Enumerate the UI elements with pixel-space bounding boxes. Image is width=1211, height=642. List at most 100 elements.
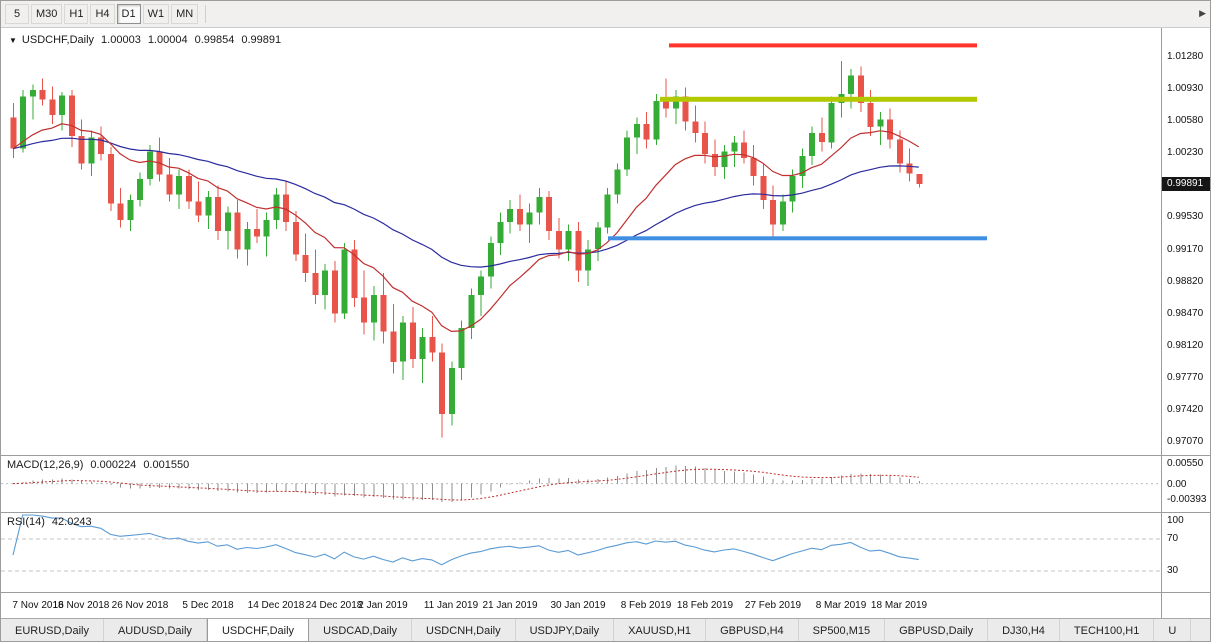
- chart-tab-audusd-daily[interactable]: AUDUSD,Daily: [104, 619, 207, 641]
- chart-tab-eurusd-daily[interactable]: EURUSD,Daily: [1, 619, 104, 641]
- date-axis-label: 8 Feb 2019: [620, 600, 672, 611]
- candle-body: [468, 295, 475, 328]
- chart-tab-bar: EURUSD,Daily AUDUSD,Daily USDCHF,Daily USDC…: [1, 618, 1210, 641]
- candle-body: [59, 95, 66, 115]
- panel-separator[interactable]: [1, 512, 1210, 513]
- candle-body: [293, 221, 299, 255]
- candle-body: [887, 119, 894, 140]
- candle-body: [263, 220, 270, 237]
- candle-body: [439, 352, 446, 414]
- candle-body: [672, 96, 679, 109]
- timeframe-button-h4[interactable]: H4: [90, 4, 115, 24]
- candle-body: [254, 229, 260, 237]
- date-axis-label: 27 Feb 2019: [744, 600, 802, 611]
- macd-signal-value: 0.001550: [143, 459, 190, 471]
- resistance-line-olive[interactable]: [660, 96, 977, 102]
- candle-body: [117, 203, 124, 221]
- candle-body: [711, 154, 718, 167]
- chart-tab-sp500-m15[interactable]: SP500,M15: [799, 619, 886, 641]
- price-axis-label: 0.97070: [1167, 436, 1204, 447]
- macd-label: MACD(12,26,9): [7, 459, 84, 471]
- ohlc-low: 0.99854: [194, 34, 235, 46]
- timeframe-toolbar: 5 M30 H1 H4 D1 W1 MN: [1, 1, 1210, 28]
- timeframe-button-d1[interactable]: D1: [116, 4, 141, 24]
- timeframe-button-h1[interactable]: H1: [64, 4, 89, 24]
- candle-body: [224, 212, 231, 231]
- timeframe-button-mn[interactable]: MN: [171, 4, 199, 24]
- main-price-chart[interactable]: [1, 28, 1161, 455]
- price-axis-label: 0.99170: [1167, 244, 1204, 255]
- date-axis-label: 21 Jan 2019: [482, 600, 538, 611]
- candle-body: [731, 142, 738, 152]
- candle-body: [137, 178, 144, 200]
- chart-tab-tech100-h1[interactable]: TECH100,H1: [1060, 619, 1155, 641]
- date-axis-label: 2 Jan 2019: [358, 600, 408, 611]
- macd-main-value: 0.000224: [90, 459, 137, 471]
- price-axis-label: 1.00930: [1167, 83, 1204, 94]
- tab-scroll-right-button[interactable]: ▶: [1199, 8, 1206, 18]
- candle-body: [49, 99, 56, 115]
- macd-indicator-panel[interactable]: [1, 456, 1161, 512]
- date-axis-label: 11 Jan 2019: [423, 600, 479, 611]
- date-axis-label: 18 Feb 2019: [676, 600, 734, 611]
- rsi-header: RSI(14) 42.0243: [7, 516, 92, 528]
- candle-body: [487, 242, 494, 277]
- chart-tab-gbpusd-h4[interactable]: GBPUSD,H4: [706, 619, 799, 641]
- candle-body: [361, 297, 368, 323]
- candle-body: [234, 212, 241, 250]
- candle-body: [507, 209, 514, 222]
- candle-body: [546, 197, 553, 231]
- candle-body: [750, 157, 757, 177]
- price-axis[interactable]: 0.99891 1.01280 1.00930 1.00580 1.00230 0.99…: [1161, 28, 1210, 618]
- rsi-indicator-panel[interactable]: [1, 513, 1161, 592]
- price-axis-label: 1.00580: [1167, 115, 1204, 126]
- rsi-axis-label: 70: [1167, 533, 1179, 544]
- timeframe-button-w1[interactable]: W1: [142, 4, 170, 24]
- candle-body: [312, 273, 319, 295]
- candle-body: [867, 103, 874, 127]
- candle-body: [331, 270, 338, 314]
- chart-tab-usdchf-daily[interactable]: USDCHF,Daily: [206, 619, 310, 641]
- ohlc-high: 1.00004: [147, 34, 188, 46]
- candle-body: [702, 133, 708, 155]
- resistance-line-red[interactable]: [669, 43, 977, 48]
- chart-tab-gbpusd-daily[interactable]: GBPUSD,Daily: [885, 619, 989, 641]
- candle-body: [799, 156, 806, 177]
- candle-body: [818, 133, 825, 143]
- chart-tab-usdjpy-daily[interactable]: USDJPY,Daily: [516, 619, 615, 641]
- candle-body: [88, 137, 95, 164]
- candle-body: [497, 221, 504, 243]
- panel-separator[interactable]: [1, 455, 1210, 456]
- macd-axis-label: -0.00393: [1167, 494, 1207, 505]
- chart-tab-usdcad-daily[interactable]: USDCAD,Daily: [309, 619, 413, 641]
- chart-tab-dj30-h4[interactable]: DJ30,H4: [988, 619, 1060, 641]
- candle-body: [341, 249, 348, 314]
- candle-body: [419, 337, 426, 359]
- candle-body: [614, 169, 621, 195]
- candle-body: [692, 121, 699, 134]
- candle-body: [302, 254, 309, 274]
- chart-tab-usdcnh-daily[interactable]: USDCNH,Daily: [412, 619, 516, 641]
- candle-body: [370, 295, 377, 323]
- timeframe-button-5[interactable]: 5: [5, 4, 29, 24]
- chart-tab-xauusd-h1[interactable]: XAUUSD,H1: [614, 619, 707, 641]
- rsi-label: RSI(14): [7, 516, 45, 528]
- macd-signal-line: [12, 468, 919, 501]
- candle-body: [536, 197, 543, 213]
- time-axis[interactable]: 7 Nov 2018 16 Nov 2018 26 Nov 2018 5 Dec 20…: [1, 593, 1161, 618]
- candle-body: [195, 201, 202, 216]
- candle-body: [906, 163, 913, 174]
- candle-body: [68, 95, 75, 136]
- candle-body: [20, 96, 27, 149]
- date-axis-label: 26 Nov 2018: [111, 600, 169, 611]
- chart-tab-u[interactable]: U: [1154, 619, 1192, 641]
- rsi-value: 42.0243: [51, 516, 92, 528]
- support-line-blue[interactable]: [608, 236, 987, 241]
- timeframe-button-m30[interactable]: M30: [31, 4, 63, 24]
- macd-axis-label: 0.00550: [1167, 458, 1204, 469]
- candle-body: [283, 194, 290, 222]
- candle-body: [107, 154, 114, 204]
- candle-body: [916, 174, 923, 185]
- panel-separator[interactable]: [1, 592, 1210, 593]
